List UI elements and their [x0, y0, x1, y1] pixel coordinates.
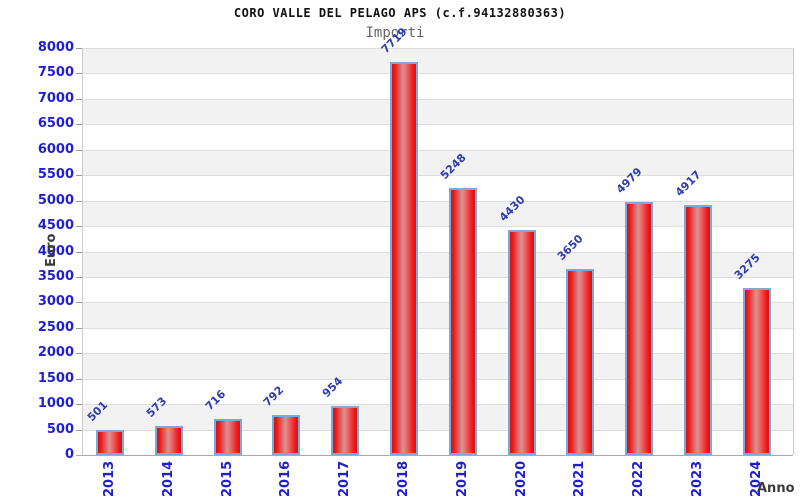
y-tick-label: 7000 [37, 90, 74, 106]
gridline [83, 251, 793, 253]
gridline [83, 175, 793, 177]
bar-2024 [742, 288, 771, 455]
x-tick-label-2017: 2017 [337, 460, 353, 497]
bar-2021 [566, 269, 595, 455]
chart-title: CORO VALLE DEL PELAGO APS (c.f.941328803… [233, 6, 567, 20]
plot-band [83, 353, 793, 379]
y-tick-mark [76, 353, 82, 355]
gridline [83, 226, 793, 228]
x-axis-title: Anno [757, 481, 795, 496]
plot-band [83, 48, 793, 74]
x-tick-label-2020: 2020 [513, 460, 529, 497]
y-tick-mark [76, 175, 82, 177]
plot-band [83, 327, 793, 354]
y-tick-label: 4000 [37, 243, 74, 259]
plot-band [83, 98, 793, 125]
plot-band [83, 149, 793, 176]
y-tick-label: 8000 [37, 40, 74, 55]
plot-area [82, 48, 794, 456]
y-tick-label: 5500 [37, 167, 74, 183]
x-tick-label-2013: 2013 [102, 460, 117, 497]
y-tick-mark [76, 378, 82, 380]
plot-band [83, 404, 793, 430]
plot-band [83, 302, 793, 328]
y-tick-label: 6500 [37, 116, 74, 132]
gridline [83, 73, 793, 75]
plot-band [83, 276, 793, 303]
y-tick-mark [76, 48, 82, 49]
bar-2013 [96, 429, 124, 455]
bar-2018 [390, 62, 418, 455]
y-tick-mark [76, 276, 82, 278]
x-tick-label-2015: 2015 [219, 460, 235, 497]
gridline [83, 124, 793, 126]
bar-2020 [507, 229, 536, 455]
plot-band [83, 73, 793, 99]
y-tick-mark [76, 251, 82, 253]
bar-2023 [684, 204, 712, 455]
plot-band [83, 226, 793, 252]
y-tick-mark [76, 200, 82, 202]
y-tick-label: 3000 [37, 294, 74, 310]
y-tick-label: 2500 [37, 319, 74, 335]
x-axis-line [76, 455, 793, 456]
y-tick-label: 5000 [37, 192, 74, 208]
gridline [83, 48, 793, 49]
x-tick-label-2022: 2022 [631, 460, 647, 497]
plot-band [83, 175, 793, 201]
gridline [83, 327, 793, 329]
chart-subtitle: Importi [365, 25, 425, 41]
bar-2022 [625, 201, 654, 455]
bar-2014 [154, 425, 183, 455]
y-axis-title: Euro [44, 233, 59, 267]
x-tick-label-2021: 2021 [572, 460, 588, 497]
y-tick-label: 1000 [37, 396, 74, 412]
y-tick-label: 6000 [37, 141, 74, 157]
y-tick-label: 4500 [37, 218, 74, 234]
x-tick-label-2014: 2014 [160, 460, 176, 497]
plot-band [83, 378, 793, 405]
y-tick-label: 1500 [37, 370, 74, 386]
x-tick-label-2019: 2019 [454, 460, 470, 497]
bar-2017 [331, 406, 360, 455]
plot-band [83, 124, 793, 150]
gridline [83, 98, 793, 100]
y-tick-label: 7500 [37, 65, 74, 81]
y-tick-mark [76, 226, 82, 228]
bar-2015 [213, 418, 242, 455]
bar-2016 [272, 414, 301, 455]
plot-band [83, 429, 793, 455]
y-tick-mark [76, 302, 82, 304]
y-tick-mark [76, 73, 82, 75]
y-tick-label: 0 [64, 447, 74, 462]
x-tick-label-2018: 2018 [396, 460, 411, 497]
gridline [83, 302, 793, 304]
y-tick-mark [76, 124, 82, 126]
x-tick-label-2023: 2023 [690, 460, 705, 497]
plot-band [83, 200, 793, 227]
y-tick-mark [76, 327, 82, 329]
gridline [83, 378, 793, 380]
gridline [83, 200, 793, 202]
y-tick-label: 2000 [37, 345, 74, 361]
gridline [83, 429, 793, 431]
gridline [83, 276, 793, 278]
plot-band [83, 251, 793, 277]
y-tick-mark [76, 404, 82, 406]
y-tick-label: 3500 [37, 268, 74, 284]
gridline [83, 149, 793, 151]
y-tick-mark [76, 149, 82, 151]
bar-2019 [448, 188, 477, 455]
gridline [83, 404, 793, 406]
gridline [83, 353, 793, 355]
x-tick-label-2016: 2016 [278, 460, 294, 497]
y-tick-mark [76, 429, 82, 431]
y-tick-label: 500 [46, 421, 74, 437]
y-tick-mark [76, 98, 82, 100]
